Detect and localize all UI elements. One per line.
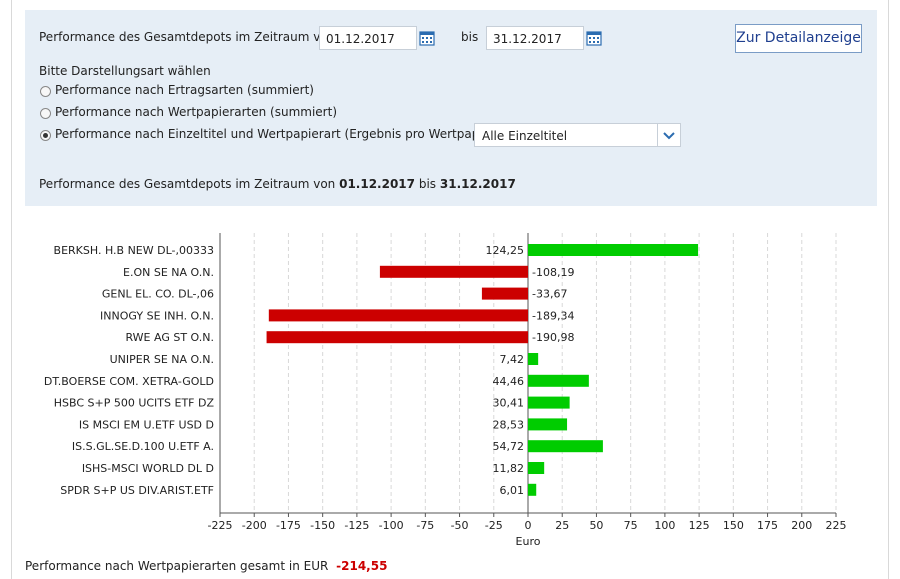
value-label: -189,34 [532,309,574,322]
to-label: bis [461,30,479,44]
category-label: HSBC S+P 500 UCITS ETF DZ [54,397,215,410]
x-tick-label: 25 [555,519,569,532]
bar [266,331,528,344]
value-label: -33,67 [532,288,567,301]
value-label: 44,46 [493,375,525,388]
value-label: 124,25 [486,244,525,257]
mode-prompt: Bitte Darstellungsart wählen [39,64,211,78]
bar [379,265,528,278]
category-label: E.ON SE NA O.N. [123,266,214,279]
x-tick-label: 175 [757,519,778,532]
x-tick-label: -100 [379,519,404,532]
summary-mid: bis [418,177,437,191]
x-tick-label: 100 [654,519,675,532]
category-label: UNIPER SE NA O.N. [110,353,214,366]
category-label: IS.S.GL.SE.D.100 U.ETF A. [72,440,214,453]
x-tick-label: -225 [208,519,233,532]
value-label: -108,19 [532,266,574,279]
x-tick-label: 0 [525,519,532,532]
date-from-field[interactable]: 01.12.2017 [319,26,417,50]
filter-panel: Performance des Gesamtdepots im Zeitraum… [25,10,877,206]
mode-label-einzeltitel[interactable]: Performance nach Einzeltitel und Wertpap… [55,127,500,141]
x-tick-label: -75 [416,519,434,532]
performance-chart: -225 -200 -175 -150 -125 -100 -75 -50 -25 0 25 50 75… [44,233,847,548]
category-label: SPDR S+P US DIV.ARIST.ETF [60,484,214,497]
value-label: 11,82 [493,462,525,475]
bar [528,353,539,365]
mode-label-wertpapierarten[interactable]: Performance nach Wertpapierarten (summie… [55,105,338,119]
page-right-border [888,0,889,579]
x-tick-label: -175 [276,519,301,532]
x-tick-label: 125 [689,519,710,532]
bar [528,483,537,496]
value-label: 6,01 [500,484,525,497]
date-to-value: 31.12.2017 [493,32,562,46]
category-label: BERKSH. H.B NEW DL-,00333 [54,244,214,257]
title-select-value: Alle Einzeltitel [482,129,568,143]
calendar-from-icon[interactable] [419,30,435,46]
value-label: 54,72 [493,440,525,453]
x-tick-label: -200 [242,519,267,532]
category-label: GENL EL. CO. DL-,06 [102,288,214,301]
total-label: Performance nach Wertpapierarten gesamt … [25,559,329,573]
bar [528,462,545,474]
bar [481,287,528,300]
bar [528,396,570,409]
value-label: 30,41 [493,397,525,410]
detail-view-button[interactable]: Zur Detailanzeige [735,24,862,53]
mode-radio-wertpapierarten[interactable] [40,108,51,119]
x-tick-label: 75 [624,519,638,532]
bar [268,309,528,322]
bar [528,418,568,431]
total-line: Performance nach Wertpapierarten gesamt … [25,559,387,573]
mode-radio-ertragsarten[interactable] [40,86,51,97]
value-label: -190,98 [532,331,574,344]
mode-radio-einzeltitel[interactable] [40,130,51,141]
date-to-field[interactable]: 31.12.2017 [486,26,584,50]
x-axis-label: Euro [516,535,541,548]
category-label: ISHS-MSCI WORLD DL D [82,462,214,475]
total-value: -214,55 [336,559,388,573]
mode-label-ertragsarten[interactable]: Performance nach Ertragsarten (summiert) [55,83,314,97]
calendar-to-icon[interactable] [586,30,602,46]
x-tick-label: 150 [723,519,744,532]
bar [528,244,699,256]
summary-line: Performance des Gesamtdepots im Zeitraum… [39,177,516,191]
value-label: 28,53 [493,418,525,431]
bar [528,440,603,453]
summary-prefix: Performance des Gesamtdepots im Zeitraum… [39,177,336,191]
bar [528,374,589,387]
x-tick-label: 50 [589,519,603,532]
x-tick-label: -125 [344,519,369,532]
page-left-border [11,0,12,579]
category-label: IS MSCI EM U.ETF USD D [79,418,214,431]
date-from-value: 01.12.2017 [326,32,395,46]
summary-from: 01.12.2017 [339,177,416,191]
title-select[interactable]: Alle Einzeltitel [474,123,681,147]
period-label: Performance des Gesamtdepots im Zeitraum… [39,30,336,44]
x-tick-label: -50 [451,519,469,532]
category-label: INNOGY SE INH. O.N. [100,309,214,322]
category-label: RWE AG ST O.N. [125,331,214,344]
x-tick-label: -25 [485,519,503,532]
value-label: 7,42 [500,353,525,366]
x-tick-label: 225 [826,519,847,532]
category-label: DT.BOERSE COM. XETRA-GOLD [44,375,214,388]
x-tick-label: -150 [310,519,335,532]
chevron-down-icon[interactable] [657,124,680,146]
summary-to: 31.12.2017 [439,177,516,191]
x-tick-label: 200 [791,519,812,532]
